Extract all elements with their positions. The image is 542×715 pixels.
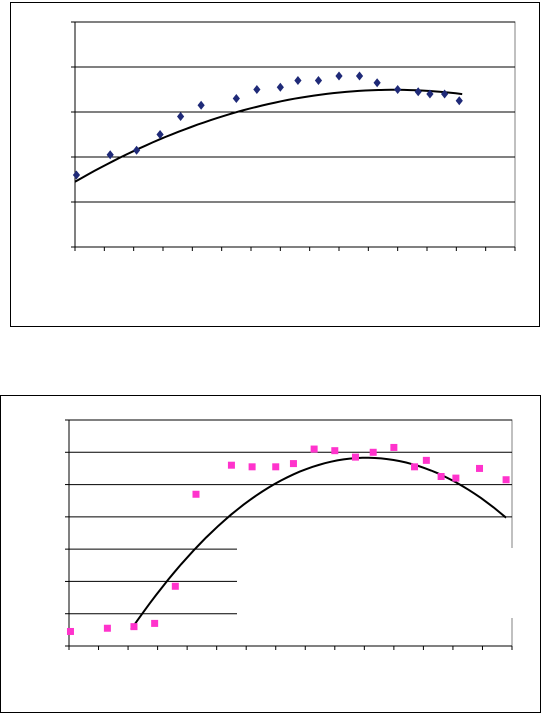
data-point (133, 145, 141, 155)
data-point (414, 87, 422, 97)
data-point (394, 85, 402, 94)
data-point (103, 624, 111, 632)
data-point (253, 85, 261, 94)
data-point (335, 71, 343, 81)
data-point (192, 490, 200, 498)
data-point (369, 448, 377, 456)
data-point (294, 76, 302, 85)
data-point (171, 582, 179, 590)
data-point (314, 76, 323, 85)
data-point (227, 461, 235, 469)
scatter-chart-1 (71, 21, 516, 251)
data-point (156, 130, 164, 139)
plot-area (74, 21, 516, 248)
data-point (373, 78, 381, 88)
data-point (390, 443, 398, 451)
data-point (272, 463, 280, 471)
data-point (310, 445, 318, 453)
data-point (502, 476, 510, 484)
chart-panel-1 (10, 2, 540, 327)
data-point (351, 453, 359, 461)
data-point (66, 627, 74, 635)
data-point (437, 473, 445, 480)
chart-panel-2 (0, 395, 541, 713)
data-point (422, 456, 430, 464)
trendline (74, 88, 463, 183)
data-point (455, 96, 463, 106)
data-point (411, 463, 419, 471)
data-point (441, 89, 449, 99)
data-point (276, 82, 284, 92)
data-point (232, 94, 240, 103)
data-point (476, 464, 484, 472)
data-point (289, 460, 297, 468)
data-point (355, 71, 364, 81)
data-point (248, 463, 256, 471)
data-point (72, 170, 81, 180)
data-point (130, 623, 138, 631)
data-point (151, 619, 159, 627)
occluding-white-box (237, 548, 513, 618)
data-point (452, 474, 460, 482)
data-point (331, 447, 339, 455)
data-point (426, 89, 434, 99)
data-point (106, 150, 114, 160)
data-point (177, 112, 185, 121)
data-point (197, 100, 205, 110)
